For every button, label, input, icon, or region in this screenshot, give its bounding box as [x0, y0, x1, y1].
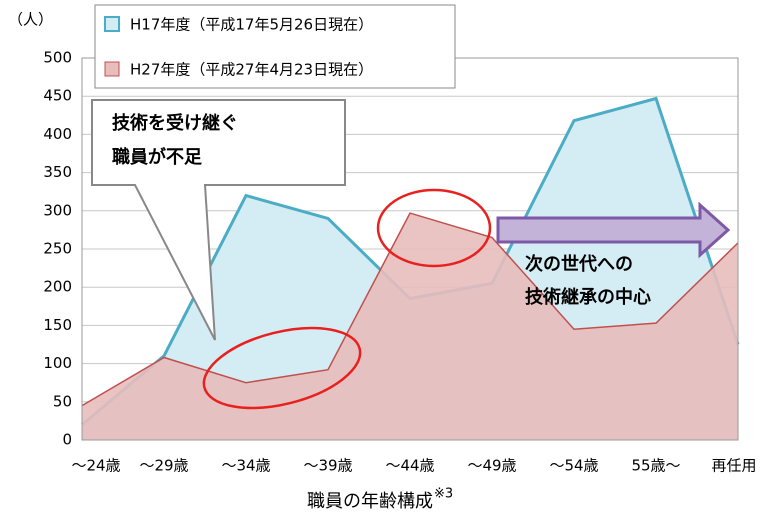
legend-label: H27年度（平成27年4月23日現在） — [130, 61, 373, 79]
x-tick-label: 〜34歳 — [221, 457, 270, 475]
arrow-text: 次の世代への — [525, 253, 633, 275]
x-axis-title: 職員の年齢構成 — [307, 491, 433, 512]
y-tick-label: 200 — [43, 278, 72, 296]
x-tick-label: 55歳〜 — [631, 457, 680, 475]
x-tick-label: 〜24歳 — [71, 457, 120, 475]
y-tick-label: 250 — [43, 240, 72, 258]
arrow — [496, 201, 731, 259]
area-line — [81, 212, 739, 407]
x-tick-label: 〜49歳 — [467, 457, 516, 475]
x-tick-label: 〜54歳 — [549, 457, 598, 475]
legend-label: H17年度（平成17年5月26日現在） — [130, 16, 373, 34]
x-tick-label: 〜39歳 — [303, 457, 352, 475]
y-unit: （人） — [8, 11, 53, 29]
y-tick-label: 0 — [62, 431, 72, 449]
highlight-ellipse — [202, 326, 362, 410]
arrow-text: 技術継承の中心 — [525, 286, 651, 308]
y-tick-label: 400 — [43, 125, 72, 143]
x-tick-label: 〜29歳 — [139, 457, 188, 475]
x-tick-label: 再任用 — [711, 457, 756, 475]
legend-swatch — [104, 61, 120, 77]
y-tick-label: 50 — [53, 392, 72, 410]
callout-bg — [93, 101, 344, 184]
callout-text: 技術を受け継ぐ — [112, 112, 238, 134]
y-tick-label: 300 — [43, 201, 72, 219]
y-tick-label: 500 — [43, 49, 72, 67]
y-tick-label: 100 — [43, 354, 72, 372]
legend-swatch — [104, 16, 120, 32]
legend — [94, 4, 456, 89]
x-axis-title-note: ※3 — [434, 487, 453, 502]
y-tick-label: 150 — [43, 316, 72, 334]
x-tick-label: 〜44歳 — [385, 457, 434, 475]
y-tick-label: 450 — [43, 87, 72, 105]
callout-text: 職員が不足 — [112, 146, 202, 168]
areas — [81, 96, 740, 440]
highlight-ellipse — [376, 188, 492, 268]
y-tick-label: 350 — [43, 163, 72, 181]
